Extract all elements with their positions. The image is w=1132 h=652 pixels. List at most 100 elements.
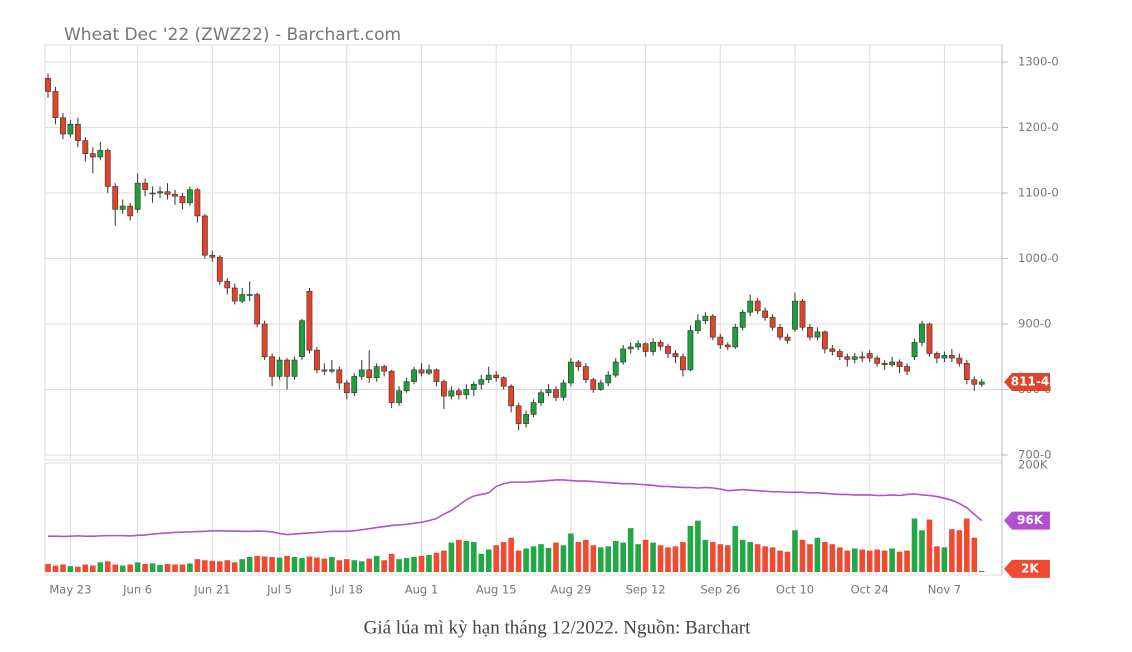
volume-bar [904, 550, 910, 572]
volume-bar [762, 546, 768, 572]
volume-bar [672, 546, 679, 572]
volume-bar [754, 544, 761, 572]
candle-body [231, 287, 238, 302]
candle-body [784, 336, 791, 341]
volume-bar [149, 563, 156, 572]
candle-body [582, 366, 589, 380]
candle-body [762, 310, 769, 318]
volume-bar [284, 555, 290, 572]
candle-body [821, 331, 828, 350]
volume-bar [635, 544, 641, 572]
candle-body [328, 369, 335, 372]
volume-bar [172, 564, 178, 572]
candle-body [224, 281, 231, 289]
candle-body [739, 311, 746, 328]
x-tick-label: Sep 26 [700, 583, 740, 597]
volume-bar [448, 542, 455, 572]
candle-body [142, 182, 149, 191]
volume-bar [896, 551, 903, 572]
candle-body [366, 369, 373, 379]
x-tick-label: Jul 5 [266, 583, 292, 597]
volume-bar [822, 542, 828, 572]
volume-bar [553, 542, 559, 572]
volume-bar [642, 539, 649, 572]
volume-bar [478, 553, 485, 572]
candle-body [807, 326, 813, 338]
y-tick-label: 1200-0 [1018, 120, 1059, 134]
volume-bar [82, 564, 89, 572]
volume-bar [358, 561, 365, 572]
volume-bar [157, 565, 163, 572]
x-tick-label: Oct 24 [851, 583, 889, 597]
candle-body [433, 369, 440, 382]
candle-body [627, 346, 634, 350]
candle-body [381, 366, 388, 372]
candle-body [747, 300, 754, 313]
volume-bar [627, 528, 634, 572]
volume-bar [426, 554, 432, 572]
candle-body [157, 191, 163, 194]
candle-body [881, 362, 888, 365]
volume-bar [941, 547, 948, 572]
volume-bar [463, 540, 470, 572]
volume-bar [657, 545, 664, 572]
candle-body [172, 194, 178, 197]
volume-bar [351, 560, 358, 572]
volume-bar [889, 548, 895, 572]
volume-bar [874, 549, 880, 572]
candle-body [239, 294, 246, 302]
candle-body [612, 361, 619, 376]
candle-body [620, 348, 627, 363]
open-interest-line [48, 479, 983, 538]
candle-body [694, 320, 701, 331]
x-tick-label: Aug 1 [405, 583, 438, 597]
volume-bar [119, 565, 126, 572]
candle-body [874, 357, 881, 364]
candle-body [523, 414, 529, 424]
volume-bar [134, 562, 141, 572]
candle-body [89, 153, 96, 158]
volume-bar [620, 542, 626, 572]
volume-bar [777, 550, 783, 572]
volume-bar [388, 553, 395, 572]
candle-body [67, 123, 74, 135]
candle-body [687, 330, 694, 371]
volume-bar [314, 557, 320, 572]
badge [1004, 511, 1050, 530]
candle-body [851, 356, 858, 360]
candle-body [269, 356, 275, 377]
volume-bar [291, 557, 298, 572]
volume-bar [493, 545, 499, 572]
badge-label: 2K [1021, 561, 1039, 575]
volume-bar [605, 546, 612, 572]
volume-bar [75, 566, 81, 572]
volume-bar [217, 561, 223, 572]
candle-body [291, 359, 298, 377]
volume-bar [403, 558, 410, 572]
candle-body [672, 353, 679, 358]
volume-bar [814, 537, 821, 572]
candle-body [45, 78, 51, 92]
candle-body [590, 379, 597, 390]
candle-body [934, 353, 940, 359]
volume-bar [851, 548, 858, 572]
candle-body [187, 189, 193, 204]
x-tick-label: Oct 10 [776, 583, 814, 597]
candle-body [919, 323, 925, 343]
candle-body [553, 389, 559, 398]
x-tick-label: Jun 21 [193, 583, 230, 597]
candle-body [650, 342, 656, 352]
volume-bar [530, 546, 537, 572]
volume-bar [732, 525, 739, 572]
candle-body [336, 369, 343, 384]
candle-body [493, 374, 500, 379]
volume-bar [769, 547, 776, 572]
volume-bar [866, 550, 873, 572]
candle-body [284, 359, 290, 377]
volume-bar [142, 563, 148, 572]
candle-body [889, 361, 896, 365]
x-tick-label: Jun 6 [122, 583, 152, 597]
candle-body [717, 336, 724, 346]
volume-bar [418, 555, 425, 572]
